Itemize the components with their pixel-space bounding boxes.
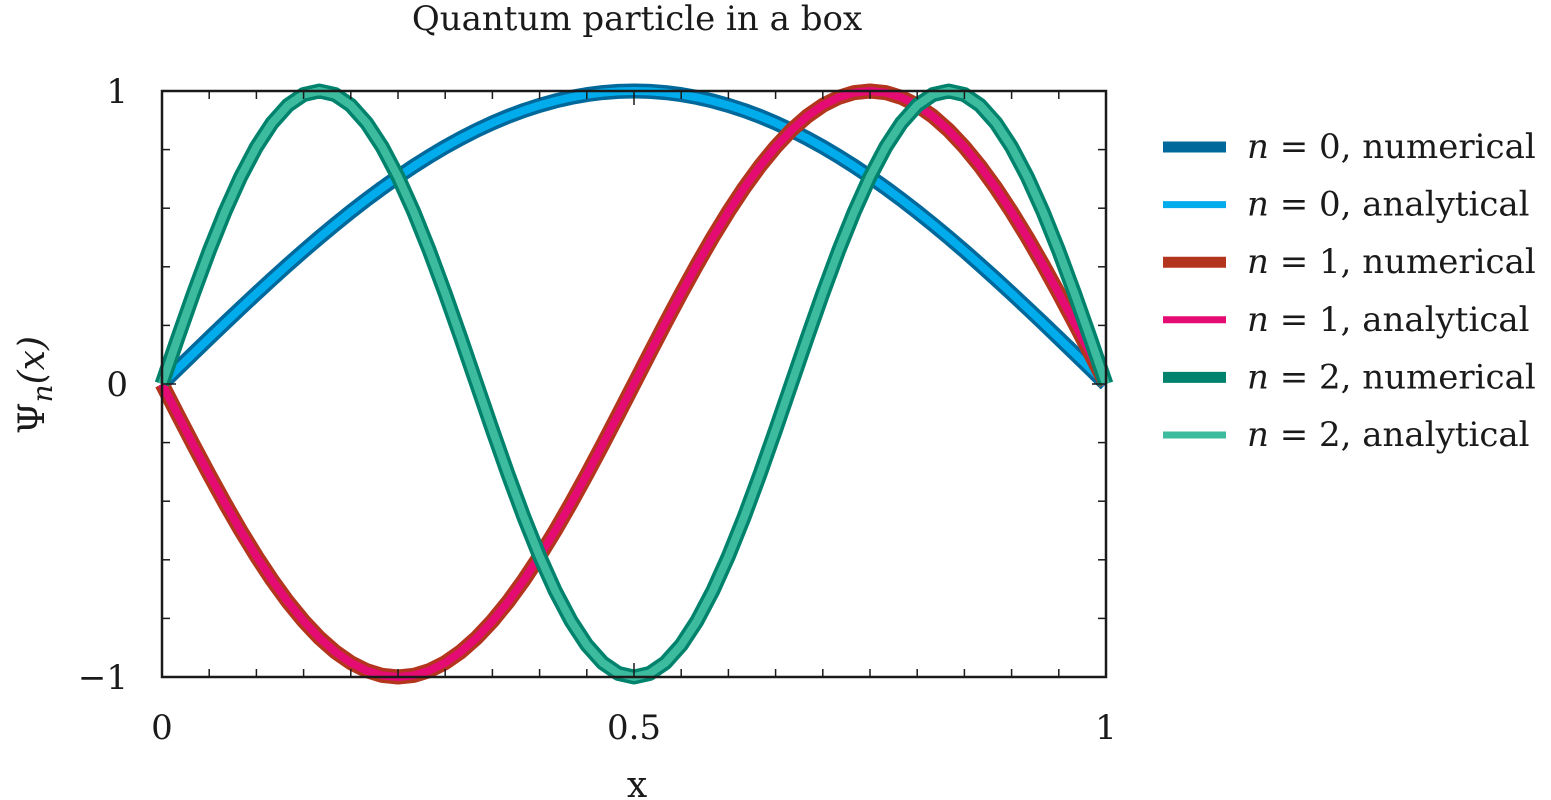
legend-label-5: n = 2, analytical	[1247, 415, 1530, 455]
curves-layer	[154, 83, 1114, 685]
x-axis-label: x	[627, 765, 647, 800]
svg-text:Ψn(x): Ψn(x)	[12, 336, 59, 434]
x-tick-label: 1	[1095, 708, 1117, 748]
chart-title: Quantum particle in a box	[412, 0, 862, 39]
x-tick-label: 0.5	[607, 708, 661, 748]
series-line-3	[158, 87, 1110, 681]
legend-label-4: n = 2, numerical	[1247, 357, 1536, 397]
y-axis-label-symbol: Ψ	[12, 402, 53, 434]
series-line-1	[159, 87, 1109, 387]
y-tick-label: 0	[106, 365, 128, 405]
legend: n = 0, numerical n = 0, analytical n = 1, …	[1163, 127, 1536, 455]
y-tick-label: −1	[78, 658, 128, 698]
y-axis-label: Ψn(x)	[12, 336, 59, 434]
y-axis-label-subscript: n	[26, 384, 59, 402]
series-line-0	[156, 83, 1112, 390]
y-axis-label-arg: (x)	[12, 336, 53, 384]
axes-layer	[160, 89, 1108, 679]
legend-label-0: n = 0, numerical	[1247, 127, 1536, 167]
y-tick-label: 1	[106, 72, 128, 112]
legend-label-1: n = 0, analytical	[1247, 185, 1530, 225]
legend-label-2: n = 1, numerical	[1247, 242, 1536, 282]
tick-labels: 0 0.5 1 −1 0 1	[78, 72, 1117, 748]
legend-label-3: n = 1, analytical	[1247, 300, 1530, 340]
x-tick-label: 0	[151, 708, 173, 748]
